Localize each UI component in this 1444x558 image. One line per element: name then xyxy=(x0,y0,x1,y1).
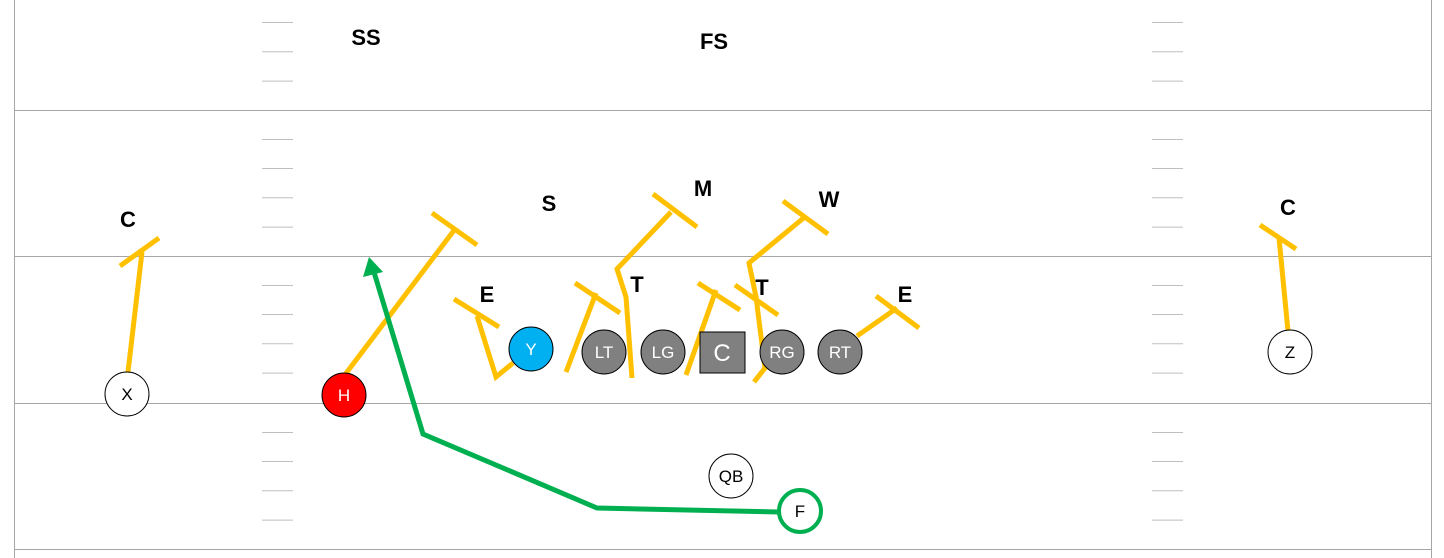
y-block-route xyxy=(452,296,515,382)
player-rt-label: RT xyxy=(829,343,851,362)
t-block-icon xyxy=(651,192,699,229)
f-route xyxy=(363,257,779,515)
t-block-icon xyxy=(781,198,830,237)
t-block-icon xyxy=(696,280,742,313)
t-block-icon xyxy=(733,282,780,318)
player-lt: LT xyxy=(581,329,627,375)
player-lg: LG xyxy=(640,329,686,375)
defender-corner-right: C xyxy=(1280,195,1296,220)
player-f: F xyxy=(777,488,823,534)
rg-block-route xyxy=(733,198,830,384)
lg-block-route xyxy=(614,192,699,379)
player-z-label: Z xyxy=(1285,343,1295,362)
player-center: C xyxy=(699,331,746,374)
defender-tackle-left: T xyxy=(630,272,644,297)
defender-tackle-right: T xyxy=(755,275,769,300)
player-x: X xyxy=(104,371,150,417)
player-y-label: Y xyxy=(525,340,536,359)
player-y: Y xyxy=(508,326,554,372)
player-qb: QB xyxy=(708,453,754,499)
lt-block-route xyxy=(563,280,622,373)
player-rg: RG xyxy=(759,329,805,375)
defense: SS FS S M W C C E E T T xyxy=(120,25,1296,307)
t-block-icon xyxy=(118,235,161,269)
z-block-route xyxy=(1258,222,1298,332)
player-rt: RT xyxy=(817,329,863,375)
defender-ss: SS xyxy=(351,25,380,50)
defender-end-right: E xyxy=(898,282,913,307)
player-rg-label: RG xyxy=(769,343,795,362)
t-block-icon xyxy=(430,210,479,248)
player-h-label: H xyxy=(338,386,350,405)
player-lt-label: LT xyxy=(595,343,614,362)
player-x-label: X xyxy=(121,385,132,404)
player-center-label: C xyxy=(713,340,730,367)
t-block-icon xyxy=(452,296,501,330)
offense: X H Y LT LG C RG RT xyxy=(104,326,1313,534)
hash-marks xyxy=(262,22,1183,521)
defender-fs: FS xyxy=(700,29,728,54)
player-qb-label: QB xyxy=(719,467,744,486)
t-block-icon xyxy=(573,280,622,316)
block-assignments xyxy=(118,192,1298,384)
h-block-route xyxy=(342,210,479,378)
field-lines xyxy=(14,0,1432,558)
player-h: H xyxy=(321,372,367,418)
t-block-icon xyxy=(1258,222,1298,252)
defender-m: M xyxy=(694,176,712,201)
player-f-label: F xyxy=(795,502,805,521)
arrow-head-icon xyxy=(363,257,383,277)
player-lg-label: LG xyxy=(652,343,675,362)
rt-block-route xyxy=(855,293,921,339)
defender-s: S xyxy=(542,191,557,216)
x-block-route xyxy=(118,235,161,373)
defender-w: W xyxy=(819,187,840,212)
defender-end-left: E xyxy=(480,282,495,307)
player-z: Z xyxy=(1267,329,1313,375)
defender-corner-left: C xyxy=(120,207,136,232)
t-block-icon xyxy=(874,293,921,331)
